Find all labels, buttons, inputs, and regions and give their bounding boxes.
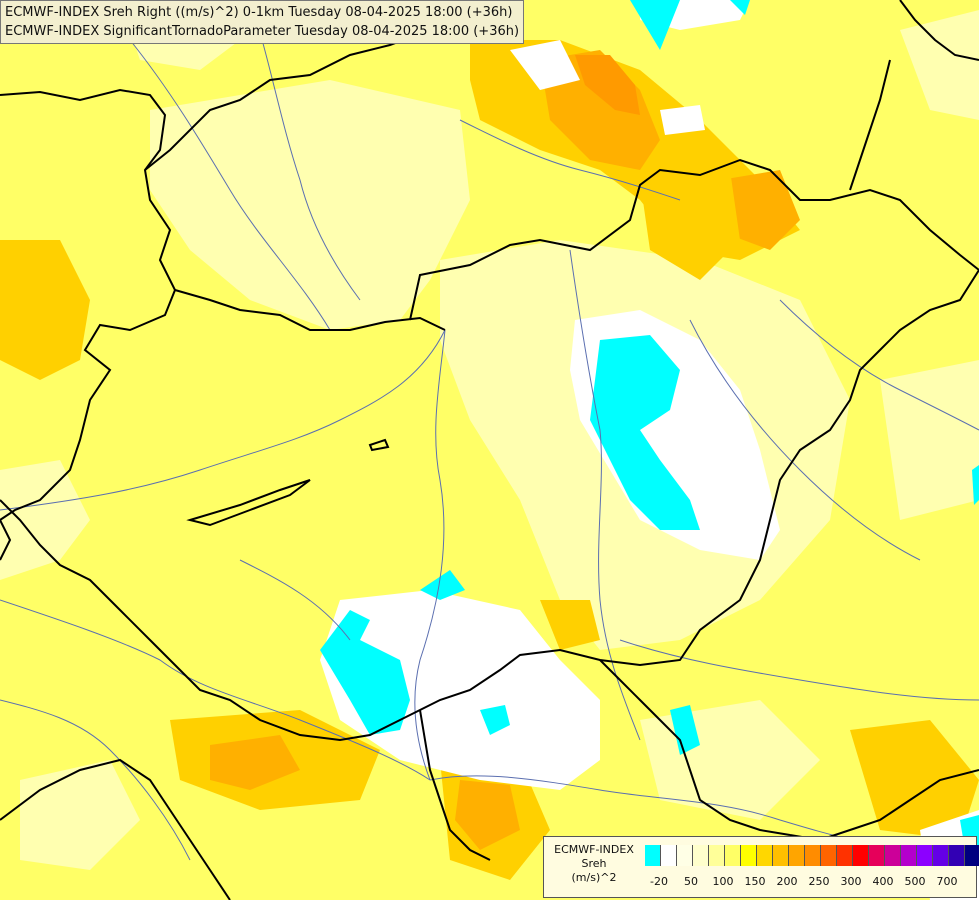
legend-swatch [853,845,869,866]
legend-swatch [821,845,837,866]
legend-swatches [645,845,979,866]
legend-swatch [837,845,853,866]
legend-title-line-1: ECMWF-INDEX [554,843,634,856]
legend-swatch [661,845,677,866]
legend-title-line-3: (m/s)^2 [571,871,617,884]
legend-tick-label: 100 [712,875,734,888]
legend-tick-label: 250 [808,875,830,888]
legend-swatch [645,845,661,866]
legend-tick-label: 500 [904,875,926,888]
legend-title: ECMWF-INDEX Sreh (m/s)^2 [546,843,642,885]
srh-cyan-areas [320,0,979,850]
legend-tick-labels: -20 50 100 150 200 250 300 400 500 700 [645,875,975,889]
color-legend: ECMWF-INDEX Sreh (m/s)^2 -20 50 100 150 200 2… [543,836,979,898]
legend-swatch [965,845,979,866]
legend-tick-label: 300 [840,875,862,888]
header-line-2: ECMWF-INDEX SignificantTornadoParameter … [5,24,520,39]
legend-tick-label: 150 [744,875,766,888]
legend-tick-label: -20 [650,875,668,888]
srh-white-areas [320,0,979,900]
legend-tick-label: 700 [936,875,958,888]
legend-swatch [805,845,821,866]
legend-swatch [693,845,709,866]
legend-title-line-2: Sreh [581,857,607,870]
legend-swatch [677,845,693,866]
legend-swatch [725,845,741,866]
legend-swatch [869,845,885,866]
legend-swatch [949,845,965,866]
legend-swatch [741,845,757,866]
legend-swatch [885,845,901,866]
legend-swatch [917,845,933,866]
map-header: ECMWF-INDEX Sreh Right ((m/s)^2) 0-1km T… [0,0,525,44]
legend-swatch [933,845,949,866]
legend-swatch [709,845,725,866]
rivers [0,0,979,861]
legend-tick-label: 400 [872,875,894,888]
legend-swatch [901,845,917,866]
legend-tick-label: 50 [684,875,698,888]
legend-swatch [757,845,773,866]
legend-swatch [773,845,789,866]
legend-swatch [789,845,805,866]
legend-tick-label: 200 [776,875,798,888]
header-line-1: ECMWF-INDEX Sreh Right ((m/s)^2) 0-1km T… [5,5,513,20]
